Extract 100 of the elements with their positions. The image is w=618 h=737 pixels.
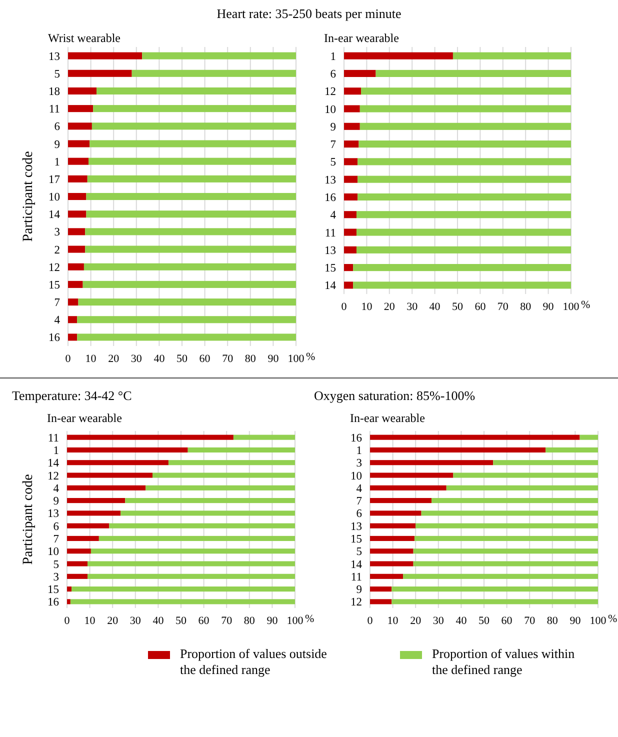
x-axis-title: % <box>305 613 314 625</box>
bar <box>416 523 598 528</box>
y-tick-label: 15 <box>350 533 362 546</box>
bar <box>344 246 356 254</box>
bar <box>421 510 598 516</box>
y-tick-label: 12 <box>324 86 336 98</box>
x-tick-label: 100 <box>562 301 580 313</box>
bar <box>370 472 454 478</box>
bar <box>356 246 571 254</box>
bar <box>413 548 598 554</box>
x-tick-label: 80 <box>244 615 256 627</box>
bar <box>361 88 571 95</box>
y-tick-label: 15 <box>48 584 60 596</box>
bar <box>188 447 295 452</box>
y-tick-label: 14 <box>48 458 60 470</box>
x-tick-label: 80 <box>546 615 558 627</box>
bar <box>67 472 152 478</box>
bar <box>370 599 392 604</box>
x-tick-label: 30 <box>130 353 142 365</box>
x-tick-label: 0 <box>367 615 374 627</box>
y-tick-label: 13 <box>324 244 336 257</box>
bar <box>580 434 598 440</box>
bar <box>344 193 358 200</box>
chart-subtitle: In-ear wearable <box>47 411 122 425</box>
x-tick-label: 0 <box>64 615 70 627</box>
bar <box>68 52 142 60</box>
y-tick-label: 5 <box>356 546 362 558</box>
bar <box>360 122 571 130</box>
bar <box>146 485 295 490</box>
bar <box>67 599 70 604</box>
x-tick-label: 50 <box>176 615 187 627</box>
y-tick-label: 13 <box>48 508 60 520</box>
bar <box>85 228 296 236</box>
y-tick-label: 5 <box>54 68 60 80</box>
x-tick-label: 70 <box>524 615 536 627</box>
y-tick-label: 7 <box>330 139 336 152</box>
bar <box>358 140 571 148</box>
bar <box>370 460 494 466</box>
y-tick-label: 16 <box>48 596 60 609</box>
bar <box>67 523 110 528</box>
bar <box>446 485 598 490</box>
bar <box>77 316 296 324</box>
bar <box>142 52 296 60</box>
x-tick-label: 50 <box>452 301 464 313</box>
y-tick-label: 12 <box>48 262 60 274</box>
bar <box>493 460 598 466</box>
x-tick-label: 70 <box>222 353 234 365</box>
bar <box>370 498 432 504</box>
y-tick-label: 9 <box>54 138 60 151</box>
y-tick-label: 10 <box>48 192 60 204</box>
x-tick-label: 10 <box>387 615 399 627</box>
bar <box>358 193 571 200</box>
y-tick-label: 9 <box>356 584 362 596</box>
y-tick-label: 7 <box>356 496 362 508</box>
bar <box>370 447 546 452</box>
bar <box>452 52 571 60</box>
bar <box>68 228 86 236</box>
bar <box>72 586 295 592</box>
y-tick-label: 3 <box>356 458 362 470</box>
y-tick-label: 17 <box>48 174 60 186</box>
y-tick-label: 1 <box>53 444 60 457</box>
y-tick-label: 15 <box>48 279 60 292</box>
x-tick-label: 70 <box>221 615 233 627</box>
y-tick-label: 6 <box>330 68 336 80</box>
bar <box>370 510 422 516</box>
bar <box>370 586 392 592</box>
bar <box>67 485 146 490</box>
y-axis-title: Participant code <box>21 151 36 242</box>
x-tick-label: 100 <box>288 353 305 365</box>
y-tick-label: 10 <box>48 546 60 558</box>
y-tick-label: 15 <box>324 262 336 275</box>
bar <box>344 122 360 130</box>
bar <box>67 548 91 554</box>
chart-title: Heart rate: 35-250 beats per minute <box>216 6 402 21</box>
bar <box>68 280 83 288</box>
x-tick-label: 50 <box>176 353 188 365</box>
bar <box>358 176 571 183</box>
bar <box>68 175 88 182</box>
y-tick-label: 4 <box>53 482 60 495</box>
bar <box>67 574 88 579</box>
bar <box>70 599 295 604</box>
bar <box>85 246 296 253</box>
x-tick-label: 70 <box>497 301 509 313</box>
x-tick-label: 60 <box>199 353 211 365</box>
y-tick-label: 18 <box>48 86 60 98</box>
x-tick-label: 40 <box>456 615 468 627</box>
x-tick-label: 80 <box>244 353 256 365</box>
x-tick-label: 90 <box>570 615 582 627</box>
chart-subtitle: In-ear wearable <box>350 411 425 425</box>
y-tick-label: 9 <box>53 496 60 508</box>
bar <box>344 88 362 95</box>
bar <box>109 523 295 528</box>
bar <box>370 523 416 528</box>
chart-title: Temperature: 34-42 °C <box>12 388 132 403</box>
x-tick-label: 20 <box>410 615 422 627</box>
bar <box>67 586 72 592</box>
bar <box>78 298 296 306</box>
bar <box>90 140 296 148</box>
x-tick-label: 30 <box>406 301 418 313</box>
bar <box>403 574 598 579</box>
